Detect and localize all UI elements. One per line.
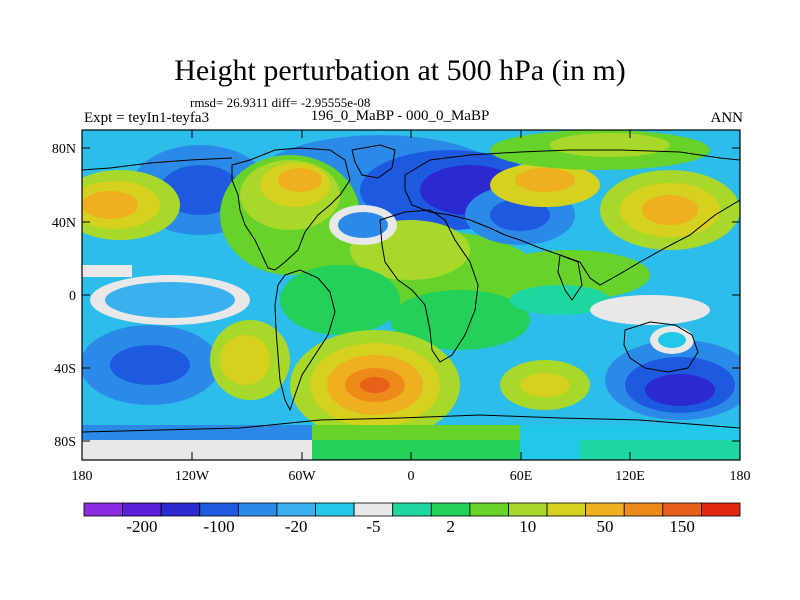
lat-tick-label: 80S — [54, 435, 76, 450]
colorbar-labels: -200 -100 -20 -5 2 10 50 150 — [126, 517, 695, 536]
lon-tick-label: 120E — [615, 469, 645, 484]
colorbar-swatch — [83, 502, 123, 517]
colorbar-label: -5 — [366, 517, 380, 536]
stats-line: rmsd= 26.9311 diff= -2.95555e-08 — [190, 95, 371, 110]
map-field — [82, 130, 740, 460]
colorbar-swatch — [315, 502, 355, 517]
colorbar-label: -20 — [285, 517, 308, 536]
colorbar-swatch — [585, 502, 625, 517]
lon-tick-label: 120W — [175, 469, 210, 484]
lat-tick-label: 0 — [69, 289, 76, 304]
map-title: Height perturbation at 500 hPa (in m) — [174, 54, 626, 87]
colorbar-swatch — [199, 502, 239, 517]
experiment-label: Expt = teyIn1-teyfa3 — [84, 110, 210, 126]
colorbar-swatch — [353, 502, 394, 517]
colorbar-label: 10 — [519, 517, 536, 536]
colorbar-swatch — [392, 502, 432, 517]
lat-tick-label: 40N — [52, 216, 76, 231]
lon-tick-label: 0 — [408, 469, 415, 484]
lon-tick-label: 180 — [72, 469, 93, 484]
colorbar — [83, 502, 741, 517]
colorbar-label: 50 — [596, 517, 613, 536]
axis-ticks — [82, 130, 740, 460]
period-label: 196_0_MaBP - 000_0_MaBP — [310, 108, 490, 124]
lat-tick-label: 40S — [54, 362, 76, 377]
lon-tick-label: 60W — [288, 469, 316, 484]
colorbar-label: -200 — [126, 517, 157, 536]
colorbar-swatch — [508, 502, 548, 517]
continent-outlines — [82, 144, 740, 433]
colorbar-swatch — [430, 502, 471, 517]
colorbar-swatch — [237, 502, 278, 517]
colorbar-swatch — [662, 502, 702, 517]
colorbar-swatch — [276, 502, 316, 517]
lon-tick-label: 180 — [730, 469, 751, 484]
colorbar-swatch — [122, 502, 162, 517]
colorbar-label: 150 — [669, 517, 695, 536]
season-label: ANN — [710, 110, 744, 126]
colorbar-label: 2 — [446, 517, 455, 536]
colorbar-swatch — [160, 502, 201, 517]
lon-tick-label: 60E — [510, 469, 533, 484]
colorbar-label: -100 — [203, 517, 234, 536]
lat-tick-label: 80N — [52, 142, 76, 157]
colorbar-swatch — [701, 502, 741, 517]
colorbar-swatch — [546, 502, 587, 517]
colorbar-swatch — [469, 502, 509, 517]
colorbar-swatch — [623, 502, 664, 517]
